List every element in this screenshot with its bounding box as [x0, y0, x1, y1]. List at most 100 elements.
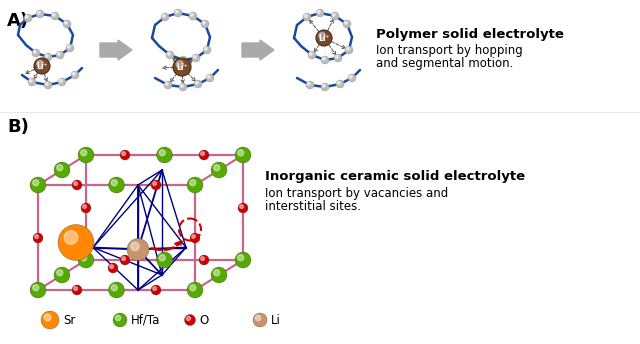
Circle shape	[78, 252, 94, 268]
Circle shape	[159, 255, 165, 261]
Circle shape	[32, 49, 40, 57]
Circle shape	[201, 152, 205, 155]
Circle shape	[74, 182, 77, 185]
Circle shape	[238, 203, 248, 213]
Circle shape	[57, 270, 63, 276]
Circle shape	[194, 80, 202, 88]
Circle shape	[161, 13, 169, 21]
Circle shape	[336, 80, 344, 88]
Circle shape	[111, 285, 117, 291]
Circle shape	[74, 287, 77, 290]
Circle shape	[175, 10, 178, 13]
Circle shape	[113, 313, 127, 327]
Circle shape	[203, 46, 211, 54]
Circle shape	[187, 282, 203, 298]
Circle shape	[319, 32, 325, 39]
Circle shape	[184, 314, 195, 325]
Circle shape	[186, 316, 191, 321]
Circle shape	[240, 205, 243, 208]
Circle shape	[153, 182, 157, 185]
Circle shape	[179, 56, 187, 64]
Circle shape	[192, 54, 200, 62]
Text: Hf/Ta: Hf/Ta	[131, 313, 161, 326]
Circle shape	[58, 52, 60, 55]
Circle shape	[24, 14, 32, 22]
Circle shape	[151, 285, 161, 295]
Text: Li⁺: Li⁺	[318, 34, 330, 43]
Circle shape	[207, 75, 210, 78]
Circle shape	[346, 47, 349, 50]
Circle shape	[306, 81, 314, 89]
Circle shape	[67, 45, 70, 48]
Circle shape	[201, 20, 209, 28]
Circle shape	[214, 165, 224, 175]
Circle shape	[192, 235, 195, 238]
Circle shape	[334, 54, 342, 62]
Circle shape	[211, 267, 227, 283]
Circle shape	[157, 252, 173, 268]
Text: Sr: Sr	[63, 313, 76, 326]
Text: Li⁺: Li⁺	[176, 63, 188, 72]
Circle shape	[81, 255, 87, 261]
Text: B): B)	[7, 118, 29, 136]
Circle shape	[33, 51, 36, 53]
Circle shape	[180, 57, 183, 60]
Circle shape	[120, 255, 130, 265]
Circle shape	[26, 15, 28, 18]
Circle shape	[166, 51, 174, 59]
Circle shape	[127, 238, 149, 260]
Circle shape	[151, 180, 161, 190]
Circle shape	[168, 52, 170, 55]
Circle shape	[189, 180, 196, 186]
Circle shape	[348, 74, 356, 82]
FancyArrow shape	[242, 40, 274, 60]
Circle shape	[28, 78, 36, 86]
Circle shape	[59, 272, 63, 276]
Circle shape	[317, 10, 320, 13]
Circle shape	[30, 282, 46, 298]
Circle shape	[81, 203, 91, 213]
Circle shape	[199, 255, 209, 265]
Circle shape	[332, 13, 335, 16]
Circle shape	[35, 235, 38, 238]
Circle shape	[66, 44, 74, 52]
Circle shape	[214, 270, 220, 276]
Circle shape	[309, 52, 312, 55]
Circle shape	[216, 272, 220, 276]
Circle shape	[57, 165, 67, 175]
Circle shape	[111, 180, 117, 186]
Circle shape	[316, 9, 324, 17]
Circle shape	[345, 46, 353, 54]
Circle shape	[189, 12, 197, 20]
Circle shape	[122, 257, 125, 260]
Circle shape	[45, 54, 48, 57]
Circle shape	[349, 75, 352, 78]
Circle shape	[180, 84, 183, 87]
Text: Ion transport by hopping: Ion transport by hopping	[376, 44, 523, 57]
Circle shape	[165, 83, 168, 85]
Text: and segmental motion.: and segmental motion.	[376, 57, 513, 70]
Circle shape	[173, 58, 191, 76]
Circle shape	[57, 165, 63, 171]
Circle shape	[174, 9, 182, 17]
Circle shape	[60, 79, 62, 82]
Circle shape	[120, 150, 130, 160]
Circle shape	[37, 11, 40, 14]
Circle shape	[58, 225, 94, 260]
Circle shape	[109, 282, 125, 298]
Circle shape	[204, 47, 207, 50]
Circle shape	[211, 162, 227, 178]
Circle shape	[305, 14, 307, 17]
Circle shape	[193, 55, 196, 58]
Circle shape	[163, 14, 165, 17]
Circle shape	[109, 265, 113, 269]
Circle shape	[199, 150, 209, 160]
Circle shape	[179, 83, 187, 91]
Circle shape	[131, 242, 139, 250]
Circle shape	[343, 20, 351, 28]
Circle shape	[36, 10, 44, 18]
Circle shape	[44, 81, 52, 89]
Circle shape	[316, 30, 332, 46]
Circle shape	[44, 314, 51, 321]
Circle shape	[65, 21, 67, 24]
